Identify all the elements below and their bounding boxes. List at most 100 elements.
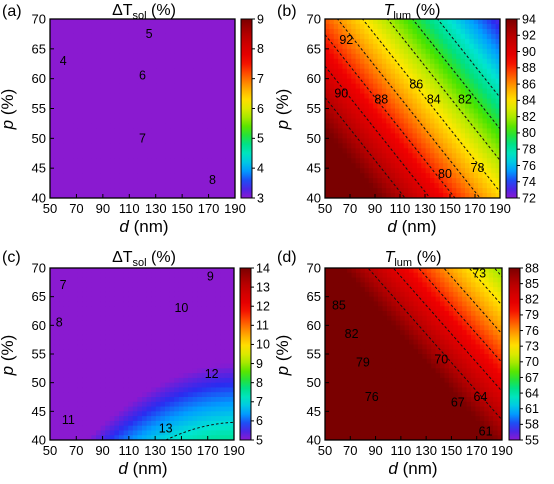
heatmap-cell [390, 53, 396, 60]
heatmap-cell [403, 33, 409, 40]
heatmap-cell [221, 63, 227, 70]
heatmap-cell [133, 118, 139, 125]
heatmap-cell [386, 103, 392, 110]
heatmap-cell [329, 339, 335, 346]
heatmap-cell [82, 320, 88, 326]
heatmap-cell [206, 363, 212, 369]
heatmap-cell [100, 339, 106, 346]
heatmap-cell [338, 53, 344, 60]
heatmap-cell [216, 103, 222, 110]
heatmap-cell [443, 28, 449, 35]
heatmap-cell [128, 291, 134, 298]
heatmap-cell [91, 73, 97, 80]
heatmap-cell [416, 193, 422, 198]
heatmap-cell [151, 268, 157, 274]
heatmap-cell [96, 103, 102, 110]
heatmap-cell [351, 368, 357, 374]
heatmap-cell [443, 48, 449, 55]
heatmap-cell [333, 373, 339, 379]
heatmap-cell [443, 113, 449, 120]
heatmap-cell [325, 272, 331, 279]
heatmap-cell [100, 43, 107, 50]
heatmap-cell [142, 339, 148, 346]
heatmap-cell [325, 268, 331, 274]
heatmap-cell [91, 430, 97, 436]
heatmap-cell [224, 287, 230, 293]
heatmap-cell [342, 193, 348, 198]
heatmap-cell [156, 63, 162, 70]
heatmap-cell [128, 282, 134, 288]
heatmap-cell [73, 43, 79, 50]
heatmap-cell [59, 158, 65, 164]
colorbar-tick-label: 7 [256, 395, 263, 409]
heatmap-cell [128, 363, 134, 369]
heatmap-cell [188, 83, 194, 90]
heatmap-cell [443, 73, 449, 80]
colorbar-tick-label: 90 [522, 45, 536, 59]
heatmap-cell [178, 349, 184, 355]
heatmap-cell [347, 401, 353, 408]
heatmap-cell [438, 88, 444, 95]
heatmap-cell [333, 382, 339, 389]
heatmap-cell [54, 33, 60, 40]
heatmap-cell [137, 113, 144, 120]
heatmap-cell [198, 68, 204, 75]
heatmap-cell [329, 320, 335, 326]
heatmap-cell [347, 406, 353, 412]
heatmap-cell [460, 123, 466, 129]
heatmap-cell [355, 158, 361, 164]
heatmap-cell [491, 153, 497, 159]
heatmap-cell [360, 420, 366, 427]
heatmap-cell [201, 325, 207, 331]
heatmap-cell [373, 163, 379, 169]
heatmap-cell [486, 193, 492, 198]
heatmap-cell [338, 158, 344, 164]
heatmap-cell [425, 73, 431, 80]
heatmap-cell [151, 58, 157, 65]
heatmap-cell [220, 272, 226, 279]
heatmap-cell [123, 301, 129, 307]
heatmap-cell [147, 68, 153, 75]
heatmap-cell [86, 435, 92, 440]
heatmap-cell [146, 416, 152, 422]
heatmap-cell [133, 98, 139, 105]
heatmap-cell [124, 178, 130, 184]
heatmap-cell [338, 23, 344, 30]
heatmap-cell [96, 377, 102, 384]
heatmap-cell [87, 78, 93, 85]
heatmap-cell [325, 392, 331, 398]
heatmap-cell [165, 344, 171, 350]
heatmap-cell [59, 268, 65, 274]
heatmap-cell [54, 268, 60, 274]
heatmap-cell [114, 93, 120, 100]
heatmap-cell [197, 344, 203, 350]
heatmap-cell [73, 58, 79, 65]
heatmap-cell [124, 98, 130, 105]
heatmap-cell [137, 58, 144, 65]
heatmap-cell [438, 53, 444, 60]
heatmap-cell [225, 48, 231, 55]
heatmap-cell [225, 188, 231, 194]
heatmap-cell [82, 401, 88, 408]
heatmap-cell [338, 320, 344, 326]
heatmap-cell [482, 23, 488, 30]
heatmap-cell [346, 118, 352, 125]
heatmap-cell [105, 268, 111, 274]
heatmap-cell [495, 138, 500, 144]
heatmap-cell [82, 406, 88, 412]
heatmap-cell [137, 411, 143, 417]
heatmap-cell [124, 103, 130, 110]
heatmap-cell [123, 272, 129, 279]
heatmap-cell [188, 291, 194, 298]
heatmap-cell [220, 339, 226, 346]
heatmap-cell [119, 354, 125, 360]
heatmap-cell [225, 113, 231, 120]
heatmap-cell [430, 73, 435, 80]
contour-line-7 [164, 421, 234, 440]
heatmap-cell [230, 78, 235, 85]
heatmap-cell [211, 43, 218, 50]
heatmap-cell [216, 83, 222, 90]
heatmap-cell [184, 173, 190, 179]
heatmap-cell [146, 349, 152, 355]
heatmap-cell [68, 339, 74, 346]
